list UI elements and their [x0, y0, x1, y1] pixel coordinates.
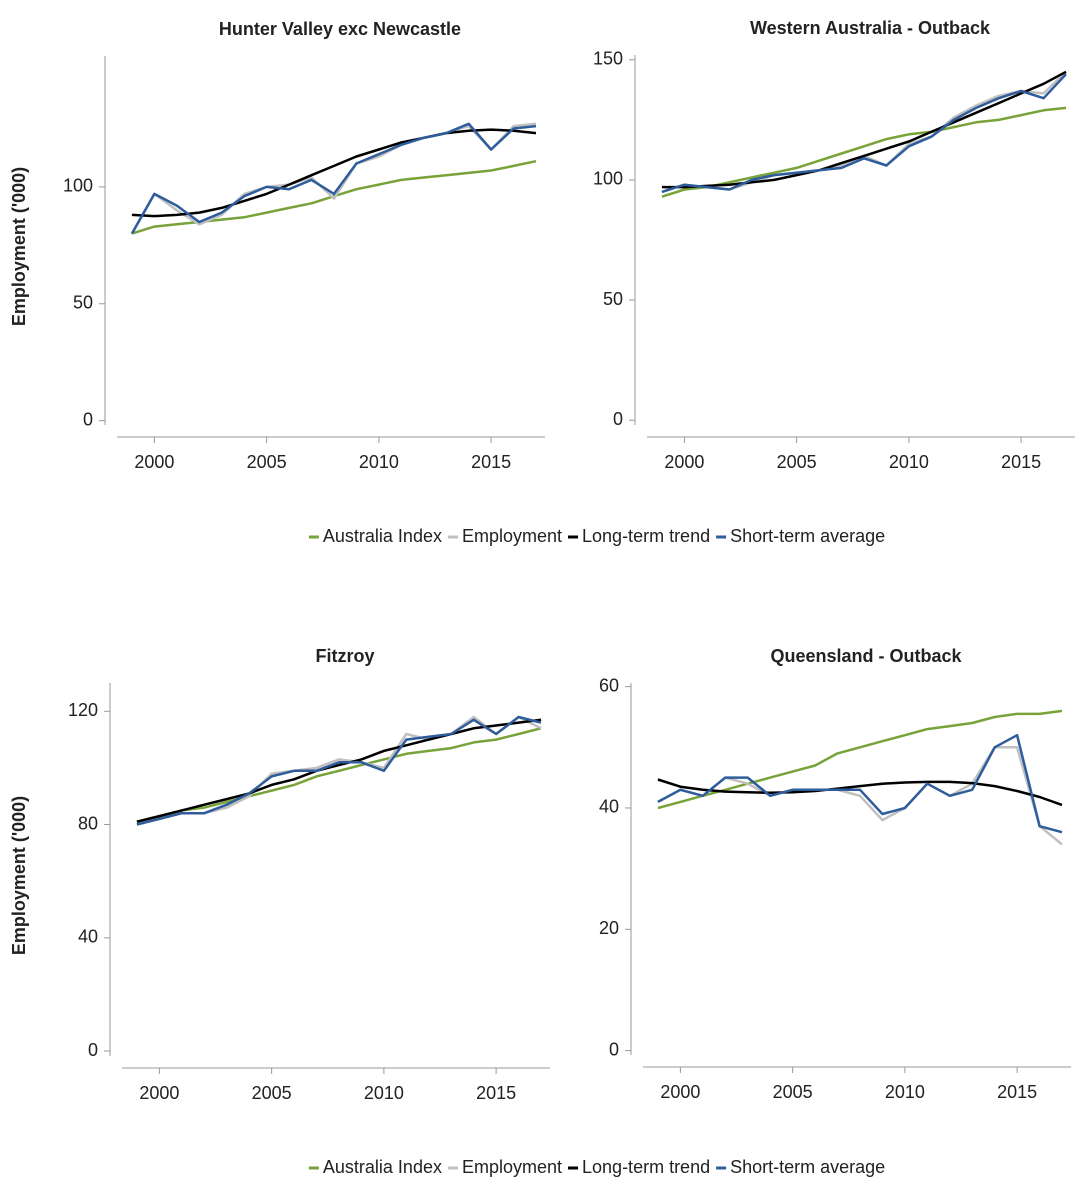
series-line	[661, 70, 1067, 194]
chart-title: Fitzroy	[315, 646, 374, 666]
x-tick-label: 2005	[773, 1082, 813, 1102]
chart-title: Hunter Valley exc Newcastle	[219, 19, 461, 39]
y-tick-label: 0	[613, 409, 623, 429]
x-tick-label: 2005	[252, 1083, 292, 1103]
y-tick-label: 60	[599, 675, 619, 695]
y-tick-label: 150	[593, 49, 623, 69]
series-line	[661, 106, 1067, 198]
x-tick-label: 2005	[247, 452, 287, 472]
y-tick-label: 40	[78, 927, 98, 947]
y-tick-label: 50	[73, 293, 93, 313]
series-line	[657, 746, 1063, 846]
x-tick-label: 2000	[664, 452, 704, 472]
x-tick-label: 2010	[359, 452, 399, 472]
x-tick-label: 2000	[139, 1083, 179, 1103]
legend-label: Long-term trend	[582, 526, 710, 546]
y-tick-label: 80	[78, 813, 98, 833]
legend-label: Short-term average	[730, 1157, 885, 1177]
series-line	[661, 73, 1067, 194]
y-tick-label: 50	[603, 289, 623, 309]
legend: Australia Index Employment Long-term trend…	[308, 526, 885, 546]
series-line	[657, 709, 1063, 810]
series-line	[131, 128, 537, 218]
y-tick-label: 0	[88, 1040, 98, 1060]
series-line	[130, 122, 537, 235]
x-tick-label: 2000	[660, 1082, 700, 1102]
y-tick-label: 100	[63, 176, 93, 196]
chart-title: Queensland - Outback	[770, 646, 962, 666]
legend-label: Australia Index	[323, 1157, 442, 1177]
legend-label: Employment	[462, 526, 562, 546]
panel: Hunter Valley exc Newcastle Employment ('…	[9, 19, 885, 546]
x-tick-label: 2015	[1001, 452, 1041, 472]
panel: Queensland - Outback 0 20 40 60 2000 2005 2010 2…	[599, 646, 1071, 1102]
x-tick-label: 2015	[471, 452, 511, 472]
x-tick-label: 2010	[364, 1083, 404, 1103]
y-tick-label: 0	[609, 1039, 619, 1059]
y-tick-label: 40	[599, 797, 619, 817]
y-tick-label: 100	[593, 169, 623, 189]
legend-label: Australia Index	[323, 526, 442, 546]
series-line	[661, 70, 1067, 189]
legend: Australia Index Employment Long-term trend…	[308, 1157, 885, 1177]
y-tick-label: 0	[83, 409, 93, 429]
series-line	[657, 733, 1063, 834]
y-axis-label: Employment ('000)	[9, 167, 29, 326]
series-line	[136, 727, 542, 823]
legend-label: Long-term trend	[582, 1157, 710, 1177]
legend-label: Short-term average	[730, 526, 885, 546]
x-tick-label: 2010	[889, 452, 929, 472]
series-line	[136, 715, 542, 826]
panel: Fitzroy Employment ('000) 0 40 80 120 2000 2005…	[9, 646, 885, 1177]
series-line	[130, 122, 537, 235]
y-tick-label: 120	[68, 700, 98, 720]
y-axis-label: Employment ('000)	[9, 796, 29, 955]
x-tick-label: 2005	[777, 452, 817, 472]
x-tick-label: 2010	[885, 1082, 925, 1102]
x-tick-label: 2015	[476, 1083, 516, 1103]
series-line	[657, 778, 1063, 807]
x-tick-label: 2015	[997, 1082, 1037, 1102]
chart-title: Western Australia - Outback	[750, 18, 991, 38]
series-line	[136, 718, 542, 823]
panel: Western Australia - Outback 0 50 100 150 2000…	[593, 18, 1075, 472]
x-tick-label: 2000	[134, 452, 174, 472]
legend-label: Employment	[462, 1157, 562, 1177]
y-tick-label: 20	[599, 918, 619, 938]
